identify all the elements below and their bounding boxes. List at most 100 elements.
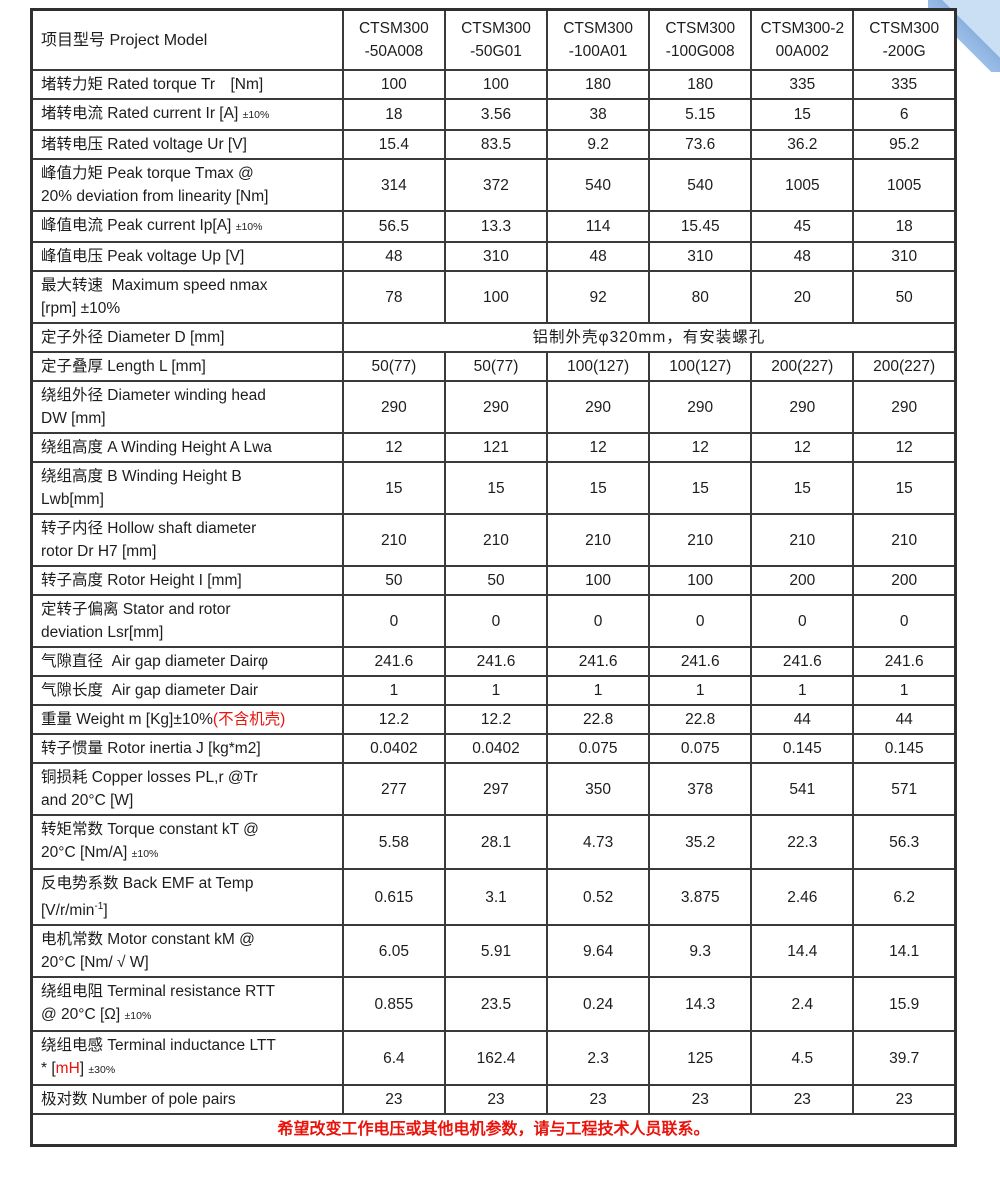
value-cell: 12.2 <box>443 704 549 735</box>
table-footer-row: 希望改变工作电压或其他电机参数，请与工程技术人员联系。 <box>30 1113 957 1147</box>
value-cell: 1005 <box>750 158 855 212</box>
value-cell: 0 <box>443 594 549 648</box>
row-label-text: 堵转电压 Rated voltage Ur [V] <box>41 136 247 153</box>
value-cell: 2.46 <box>750 867 855 927</box>
value-cell: 2.3 <box>546 1030 651 1087</box>
value-cell: 50 <box>341 565 446 596</box>
table-row: 绕组高度 B Winding Height B Lwb[mm] 15 15 15 15 1… <box>30 461 957 515</box>
table-row: 反电势系数 Back EMF at Temp [V/r/min-1] 0.615 3… <box>30 867 957 927</box>
value-cell: 290 <box>852 380 957 434</box>
row-label: 最大转速 Maximum speed nmax [rpm] ±10% <box>30 270 344 324</box>
value-cell: 100(127) <box>648 351 753 382</box>
row-label: 堵转电压 Rated voltage Ur [V] <box>30 129 344 160</box>
value-cell: 12 <box>648 432 753 463</box>
value-cell: 162.4 <box>443 1030 549 1087</box>
value-cell: 13.3 <box>443 210 549 243</box>
value-cell: 1 <box>852 675 957 706</box>
row-label-text: 峰值电压 Peak voltage Up [V] <box>41 248 245 265</box>
value-cell: 0.075 <box>546 733 651 764</box>
table-row: 绕组电阻 Terminal resistance RTT @ 20°C [Ω] … <box>30 976 957 1033</box>
value-cell: 23 <box>750 1084 855 1116</box>
value-cell: 100(127) <box>546 351 651 382</box>
row-label: 峰值电压 Peak voltage Up [V] <box>30 241 344 272</box>
value-cell: 50(77) <box>443 351 549 382</box>
value-cell: 1 <box>546 675 651 706</box>
contact-note: 希望改变工作电压或其他电机参数，请与工程技术人员联系。 <box>30 1113 957 1147</box>
row-label: 绕组电感 Terminal inductance LTT * [mH] ±30% <box>30 1030 344 1087</box>
row-label: 定子叠厚 Length L [mm] <box>30 351 344 382</box>
value-cell: 290 <box>443 380 549 434</box>
value-cell: 15 <box>546 461 651 515</box>
motor-spec-table: 项目型号 Project Model CTSM300 -50A008 CTSM30… <box>30 8 957 1148</box>
value-cell: 23 <box>648 1084 753 1116</box>
row-label-text: 铜损耗 Copper losses PL,r @Tr and 20°C [W] <box>41 769 258 809</box>
value-cell: 48 <box>546 241 651 272</box>
row-label: 绕组高度 A Winding Height A Lwa <box>30 432 344 463</box>
value-cell: 241.6 <box>443 646 549 677</box>
value-cell: 540 <box>546 158 651 212</box>
value-cell: 6.4 <box>341 1030 446 1087</box>
row-label: 反电势系数 Back EMF at Temp [V/r/min-1] <box>30 867 344 927</box>
value-cell: 15 <box>750 98 855 131</box>
value-cell: 35.2 <box>648 814 753 870</box>
value-cell: 15 <box>648 461 753 515</box>
column-header-model: CTSM300 -100A01 <box>546 8 651 71</box>
value-cell: 0 <box>341 594 446 648</box>
row-label-text: ] <box>79 1060 89 1078</box>
value-cell: 12 <box>852 432 957 463</box>
value-cell: 241.6 <box>546 646 651 677</box>
value-cell: 210 <box>750 513 855 567</box>
value-cell: 200 <box>750 565 855 596</box>
value-cell: 23 <box>546 1084 651 1116</box>
value-cell: 310 <box>648 241 753 272</box>
merged-value-cell: 铝制外壳φ320mm，有安装螺孔 <box>341 322 957 353</box>
row-label-text: ±10% <box>124 1010 152 1023</box>
row-label: 气隙长度 Air gap diameter Dair <box>30 675 344 706</box>
value-cell: 23 <box>341 1084 446 1116</box>
row-label: 定转子偏离 Stator and rotor deviation Lsr[mm] <box>30 594 344 648</box>
row-label: 转矩常数 Torque constant kT @ 20°C [Nm/A] ±1… <box>30 814 344 870</box>
value-cell: 78 <box>341 270 446 324</box>
table-header-row: 项目型号 Project Model CTSM300 -50A008 CTSM30… <box>30 8 957 71</box>
row-label-text: -1 <box>94 901 104 912</box>
row-label-text: 转子内径 Hollow shaft diameter rotor Dr H7 [… <box>41 520 257 560</box>
table-row: 堵转电流 Rated current Ir [A] ±10% 18 3.56 38 5.… <box>30 98 957 131</box>
table-row: 峰值电流 Peak current Ip[A] ±10% 56.5 13.3 114 1… <box>30 210 957 243</box>
value-cell: 0.145 <box>750 733 855 764</box>
row-label: 气隙直径 Air gap diameter Dairφ <box>30 646 344 677</box>
row-label: 电机常数 Motor constant kM @ 20°C [Nm/ √ W] <box>30 924 344 979</box>
row-label-text: 定转子偏离 Stator and rotor deviation Lsr[mm] <box>41 601 231 641</box>
value-cell: 0 <box>750 594 855 648</box>
value-cell: 314 <box>341 158 446 212</box>
value-cell: 0.0402 <box>443 733 549 764</box>
value-cell: 1 <box>750 675 855 706</box>
value-cell: 15 <box>852 461 957 515</box>
value-cell: 1 <box>648 675 753 706</box>
value-cell: 350 <box>546 762 651 816</box>
row-label: 极对数 Number of pole pairs <box>30 1084 344 1116</box>
row-label: 堵转电流 Rated current Ir [A] ±10% <box>30 98 344 131</box>
value-cell: 9.2 <box>546 129 651 160</box>
value-cell: 50(77) <box>341 351 446 382</box>
row-label-text: 峰值力矩 Peak torque Tmax @ 20% deviation fr… <box>41 165 269 205</box>
value-cell: 335 <box>852 69 957 100</box>
value-cell: 5.91 <box>443 924 549 979</box>
table-row: 转子内径 Hollow shaft diameter rotor Dr H7 [… <box>30 513 957 567</box>
value-cell: 3.1 <box>443 867 549 927</box>
value-cell: 50 <box>852 270 957 324</box>
value-cell: 3.56 <box>443 98 549 131</box>
value-cell: 0.0402 <box>341 733 446 764</box>
row-label-text: (不含机壳) <box>212 711 286 728</box>
value-cell: 95.2 <box>852 129 957 160</box>
value-cell: 210 <box>443 513 549 567</box>
table-row: 堵转力矩 Rated torque Tr [Nm] 100 100 180 180 335… <box>30 69 957 100</box>
table-row: 峰值电压 Peak voltage Up [V] 48 310 48 310 48 310 <box>30 241 957 272</box>
table-row: 重量 Weight m [Kg]±10%(不含机壳) 12.2 12.2 22.8 22… <box>30 704 957 735</box>
value-cell: 18 <box>341 98 446 131</box>
row-label-text: 绕组高度 A Winding Height A Lwa <box>41 439 272 456</box>
value-cell: 15 <box>750 461 855 515</box>
value-cell: 0.855 <box>341 976 446 1033</box>
value-cell: 0.24 <box>546 976 651 1033</box>
value-cell: 23 <box>443 1084 549 1116</box>
row-label-text: 定子叠厚 Length L [mm] <box>41 358 206 375</box>
